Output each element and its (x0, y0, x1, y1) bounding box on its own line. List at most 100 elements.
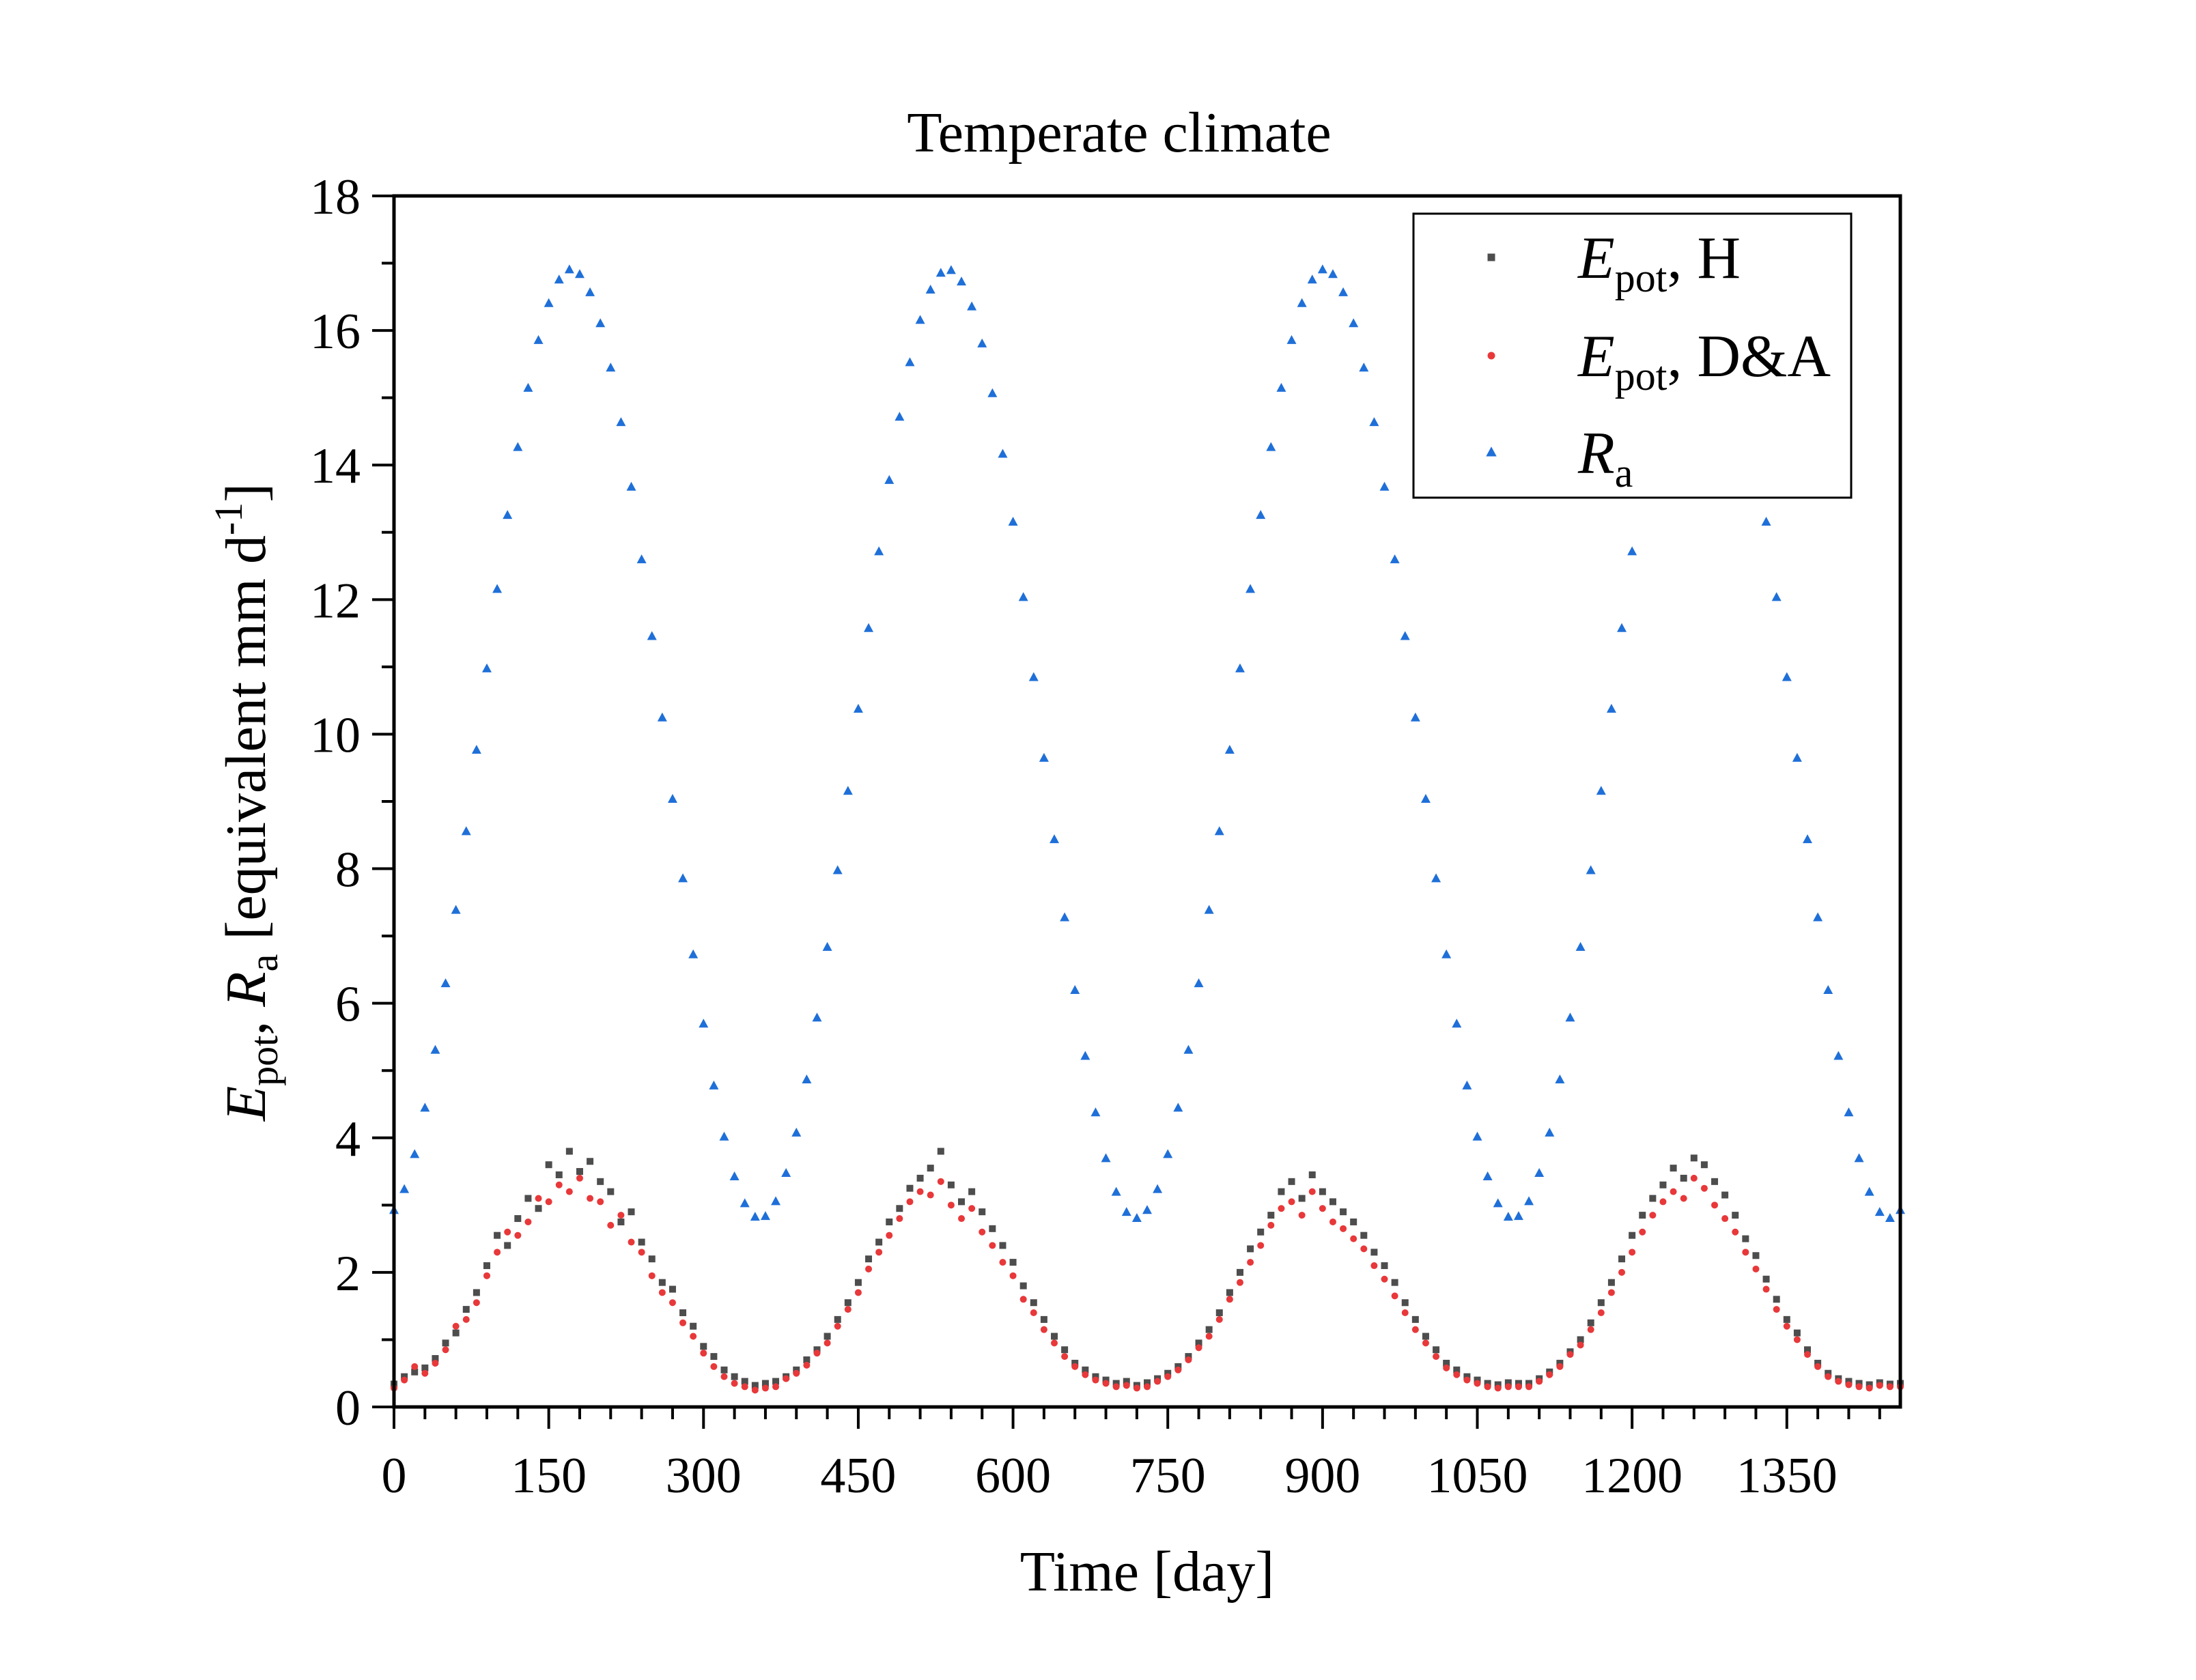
data-point (647, 631, 657, 640)
y-tick-label: 8 (335, 842, 361, 898)
data-point (432, 1355, 439, 1363)
data-point (729, 1171, 740, 1180)
data-point (648, 1255, 656, 1263)
data-point (751, 1386, 759, 1394)
data-point (844, 1299, 851, 1307)
x-tick-label: 300 (666, 1448, 742, 1504)
data-point (1782, 672, 1792, 681)
y-tick-label: 18 (310, 169, 361, 225)
data-point (843, 786, 853, 795)
data-point (421, 1369, 429, 1377)
data-point (494, 1249, 501, 1256)
data-point (968, 1205, 976, 1212)
data-point (1742, 1249, 1749, 1256)
data-point (1205, 1326, 1213, 1333)
data-point (688, 949, 699, 958)
data-point (1606, 703, 1616, 713)
data-point (587, 1158, 594, 1165)
data-point (1101, 1153, 1111, 1163)
data-point (616, 417, 626, 427)
data-point (1482, 1171, 1493, 1180)
data-point (1030, 1309, 1037, 1317)
data-point (442, 1339, 449, 1347)
data-point (979, 1228, 986, 1236)
data-point (1154, 1378, 1162, 1385)
data-point (451, 905, 461, 914)
data-point (1762, 1275, 1770, 1283)
data-point (720, 1373, 728, 1380)
data-point (854, 1289, 862, 1296)
y-tick-label: 16 (310, 304, 361, 360)
data-point (875, 1249, 883, 1256)
y-tick-label: 2 (335, 1246, 361, 1302)
data-point (1876, 1382, 1883, 1389)
data-point (1587, 1319, 1594, 1326)
data-point (709, 1080, 719, 1090)
data-point (1204, 905, 1214, 914)
data-point (1618, 1255, 1626, 1263)
data-point (483, 1262, 490, 1270)
data-point (1431, 873, 1441, 883)
data-point (1721, 1191, 1729, 1199)
y-label-units: [equivalent mm d (214, 535, 278, 954)
data-point (628, 1238, 635, 1246)
data-point (884, 474, 895, 484)
data-point (1267, 1212, 1275, 1219)
data-point (1864, 1186, 1874, 1196)
data-point (772, 1378, 780, 1385)
y-tick-label: 14 (310, 438, 361, 494)
data-point (1793, 1336, 1801, 1343)
data-point (989, 1242, 996, 1249)
data-point (1596, 786, 1606, 795)
data-point (1732, 1212, 1739, 1219)
data-point (791, 1127, 802, 1137)
data-point (1286, 334, 1297, 344)
data-point (1565, 1012, 1575, 1022)
data-point (1298, 1212, 1306, 1219)
data-point (1752, 1265, 1760, 1272)
data-point (822, 941, 832, 951)
data-point (824, 1333, 831, 1340)
data-point (1245, 584, 1256, 593)
data-point (421, 1364, 429, 1371)
data-point (1443, 1359, 1450, 1367)
data-point (834, 1322, 841, 1330)
data-point (1732, 1228, 1739, 1236)
data-point (1474, 1380, 1481, 1387)
data-point (585, 287, 595, 296)
data-point (1855, 1383, 1863, 1391)
data-point (1577, 1336, 1584, 1343)
data-point (1411, 1326, 1419, 1333)
x-tick-label: 0 (382, 1448, 407, 1504)
data-point (544, 298, 554, 307)
data-point (1235, 663, 1245, 672)
data-point (1670, 1165, 1677, 1172)
data-point (854, 1279, 862, 1286)
data-point (1752, 1252, 1760, 1259)
data-point (896, 1205, 903, 1212)
data-point (977, 338, 987, 347)
data-point (524, 1218, 532, 1225)
data-point (886, 1218, 893, 1225)
data-point (1804, 1351, 1812, 1358)
data-point (1040, 1326, 1047, 1333)
data-point (813, 1350, 821, 1357)
data-point (1131, 1213, 1142, 1223)
data-point (399, 1184, 410, 1193)
y-tick-label: 12 (310, 573, 361, 629)
legend-label-rest: , D&A (1667, 324, 1831, 390)
data-point (1349, 318, 1359, 328)
data-point (1329, 1218, 1336, 1225)
data-point (958, 1198, 966, 1206)
data-point (1257, 1242, 1265, 1249)
x-axis-label: Time [day] (1020, 1540, 1275, 1604)
data-point (905, 357, 915, 367)
data-point (927, 1191, 934, 1199)
data-point (1370, 1249, 1378, 1256)
data-point (1629, 1231, 1636, 1239)
data-point (1659, 1181, 1667, 1188)
data-point (906, 1198, 914, 1206)
data-point (1618, 1268, 1626, 1276)
data-point (1504, 1383, 1512, 1391)
data-point (533, 334, 544, 344)
